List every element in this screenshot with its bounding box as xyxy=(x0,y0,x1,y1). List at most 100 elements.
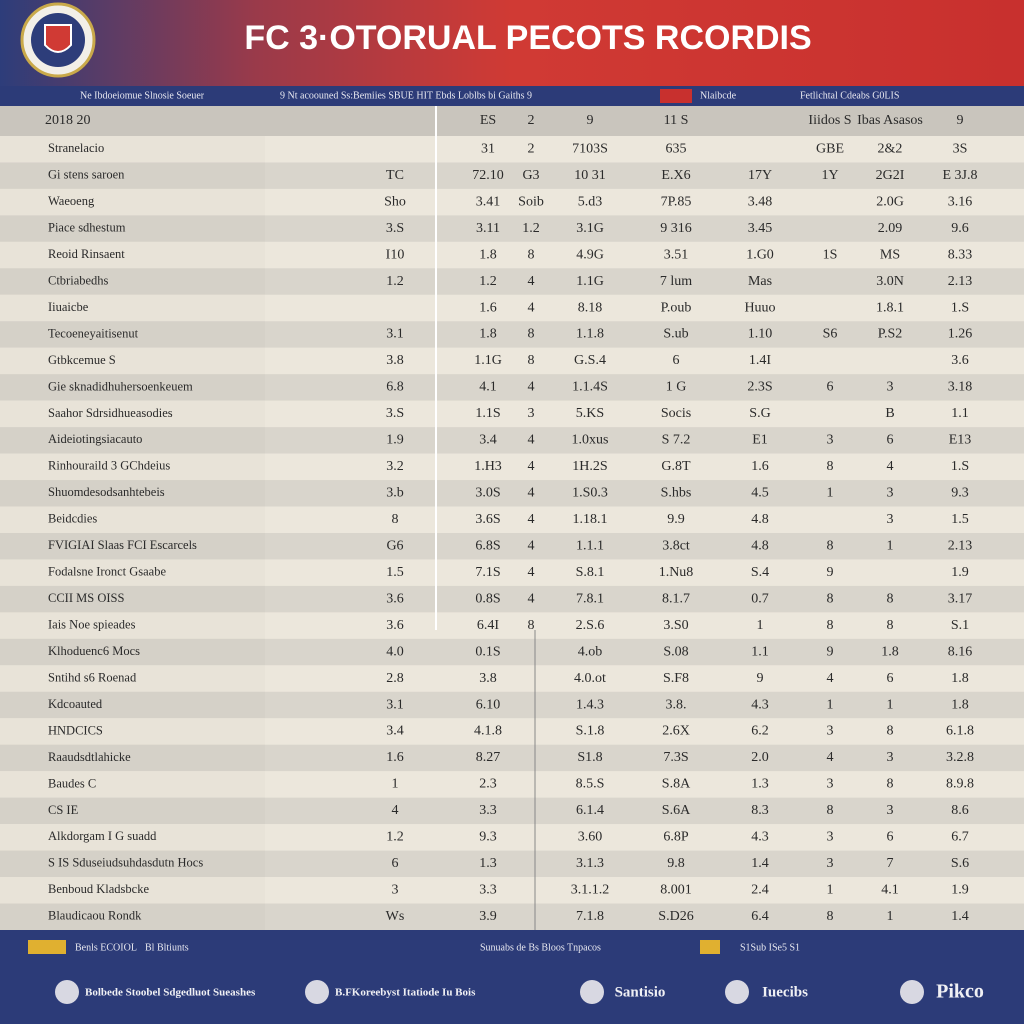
cell: 3.6S xyxy=(475,512,500,527)
cell: 8.27 xyxy=(476,750,501,765)
cell: 1.9 xyxy=(951,883,969,898)
cell: 3.1.3 xyxy=(576,856,604,871)
cell: 9 xyxy=(827,565,834,580)
row-label: Iiuaicbe xyxy=(48,300,89,314)
row-label-bg xyxy=(0,559,265,586)
cell: Ws xyxy=(386,909,405,924)
flag xyxy=(700,940,720,954)
cell: 6.4 xyxy=(751,909,769,924)
cell: 1.18.1 xyxy=(573,512,608,527)
cell: 4 xyxy=(528,538,535,553)
cell: 8 xyxy=(887,777,894,792)
cell: 1 xyxy=(827,486,834,501)
header-cell: 2 xyxy=(528,113,535,128)
cell: S.G xyxy=(749,406,770,421)
row-label-bg xyxy=(0,188,265,216)
row-label-bg xyxy=(0,400,265,428)
cell: 3.17 xyxy=(948,591,973,606)
header-cell: ES xyxy=(480,113,496,128)
row-label: Saahor Sdrsidhueasodies xyxy=(48,406,173,420)
cell: 8.5.S xyxy=(576,777,605,792)
cell: G.8T xyxy=(661,459,691,474)
page-title: FC 3·OTORUAL PECOTS RCORDIS xyxy=(244,19,811,57)
cell: 8 xyxy=(827,618,834,633)
cell: 1 xyxy=(392,777,399,792)
cell: 4.0 xyxy=(386,644,404,659)
cell: 1.8 xyxy=(479,327,497,342)
strip-text: Nlaibcde xyxy=(700,90,737,101)
cell: 6.8P xyxy=(663,830,689,845)
cell: 1 xyxy=(827,883,834,898)
cell: 8 xyxy=(827,591,834,606)
cell: 5.KS xyxy=(576,406,604,421)
cell: 6 xyxy=(392,856,399,871)
cell: 1.2 xyxy=(479,274,497,289)
row-label: FVIGIAI Slaas FCI Escarcels xyxy=(48,538,197,552)
cell: 2.13 xyxy=(948,274,973,289)
cell: 3.S xyxy=(386,221,404,236)
cell: B xyxy=(885,406,894,421)
cell: 1 xyxy=(757,618,764,633)
cell: 4.0.ot xyxy=(574,671,606,686)
cell: 1 xyxy=(827,697,834,712)
cell: S.ub xyxy=(663,327,688,342)
cell: 3 xyxy=(827,433,834,448)
cell: 1.8 xyxy=(881,644,899,659)
cell: 1.2 xyxy=(386,274,404,289)
cell: 3.18 xyxy=(948,380,973,395)
row-label-bg xyxy=(0,877,265,904)
flag xyxy=(28,940,66,954)
cell: 2.3 xyxy=(479,777,497,792)
cell: 1.4.3 xyxy=(576,697,604,712)
cell: 4 xyxy=(827,671,834,686)
cell: 4 xyxy=(392,803,399,818)
cell: 4.1 xyxy=(881,883,899,898)
cell: Mas xyxy=(748,274,772,289)
cell: 4.3 xyxy=(751,830,769,845)
cell: 8.33 xyxy=(948,247,973,262)
cell: 3.45 xyxy=(748,221,773,236)
row-label: Raaudsdtlahicke xyxy=(48,750,131,764)
cell: 1S xyxy=(823,247,838,262)
cell: 8.3 xyxy=(751,803,769,818)
cell: 8.1.7 xyxy=(662,591,690,606)
cell: 4.1.8 xyxy=(474,724,502,739)
cell: 3 xyxy=(827,724,834,739)
cell: 2.6X xyxy=(662,724,690,739)
cell: 1 xyxy=(887,538,894,553)
row-label-bg xyxy=(0,850,265,878)
row-label-bg xyxy=(0,268,265,295)
cell: 4 xyxy=(528,459,535,474)
cell: 1.9 xyxy=(386,433,404,448)
cell: 1.26 xyxy=(948,327,973,342)
cell: GBE xyxy=(816,141,844,156)
cell: 3.8 xyxy=(386,353,404,368)
cell: 9.3 xyxy=(951,486,969,501)
cell: 2.3S xyxy=(747,380,772,395)
cell: 8.9.8 xyxy=(946,777,974,792)
cell: 7 lum xyxy=(660,274,692,289)
header-cell: 9 xyxy=(957,113,964,128)
cell: 3 xyxy=(827,856,834,871)
cell: 3.6 xyxy=(386,591,404,606)
row-label-bg xyxy=(0,718,265,745)
row-label-bg xyxy=(0,241,265,269)
cell: 4.8 xyxy=(751,538,769,553)
cell: 3 xyxy=(827,777,834,792)
cell: 17Y xyxy=(748,168,772,183)
cell: 8 xyxy=(887,724,894,739)
cell: 0.1S xyxy=(475,644,500,659)
cell: 7 xyxy=(887,856,894,871)
cell: 2.S.6 xyxy=(576,618,605,633)
cell: 3 xyxy=(887,750,894,765)
header-cell: Iiidos S xyxy=(808,113,851,128)
cell: G6 xyxy=(386,538,403,553)
row-label: Blaudicaou Rondk xyxy=(48,909,142,923)
cell: S.6A xyxy=(662,803,691,818)
cell: 3.51 xyxy=(664,247,689,262)
cell: 7103S xyxy=(572,141,608,156)
cell: S.F8 xyxy=(663,671,689,686)
cell: 7.1.8 xyxy=(576,909,604,924)
cell: S.08 xyxy=(663,644,688,659)
